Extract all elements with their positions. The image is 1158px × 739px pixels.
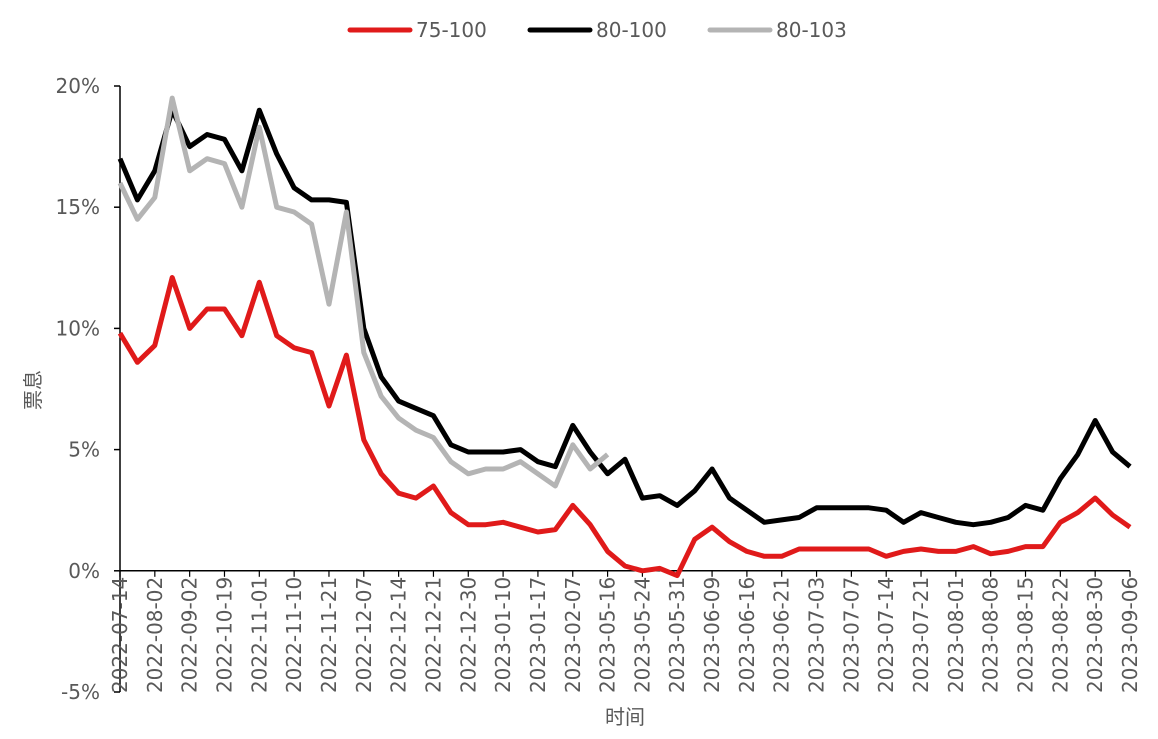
x-tick-label: 2023-06-16	[735, 577, 759, 693]
x-tick-label: 2022-11-10	[282, 577, 306, 693]
x-tick-label: 2022-12-07	[352, 577, 376, 693]
x-tick-label: 2023-08-01	[944, 577, 968, 693]
y-tick-label: -5%	[61, 680, 100, 704]
x-tick-label: 2023-07-14	[874, 577, 898, 693]
x-tick-label: 2023-05-16	[596, 577, 620, 693]
x-tick-label: 2022-12-14	[387, 577, 411, 693]
x-tick-label: 2023-08-15	[1014, 577, 1038, 693]
y-tick-label: 15%	[56, 195, 100, 219]
legend-label: 75-100	[416, 18, 487, 42]
x-tick-label: 2022-08-02	[143, 577, 167, 693]
x-tick-label: 2022-12-21	[421, 577, 445, 693]
x-tick-label: 2023-08-22	[1048, 577, 1072, 693]
x-tick-label: 2023-06-09	[700, 577, 724, 693]
x-tick-label: 2023-09-06	[1118, 577, 1142, 693]
x-tick-label: 2022-12-30	[456, 577, 480, 693]
x-tick-label: 2022-09-02	[178, 577, 202, 693]
x-tick-label: 2023-07-07	[839, 577, 863, 693]
x-tick-label: 2023-05-24	[630, 577, 654, 693]
y-tick-label: 5%	[68, 438, 100, 462]
y-tick-label: 20%	[56, 74, 100, 98]
x-tick-label: 2022-11-21	[317, 577, 341, 693]
x-tick-label: 2023-06-21	[770, 577, 794, 693]
x-tick-label: 2023-08-30	[1083, 577, 1107, 693]
series-line	[117, 95, 610, 489]
series-line	[117, 107, 1132, 528]
x-tick-label: 2023-08-08	[979, 577, 1003, 693]
y-axis-title: 票息	[21, 370, 45, 410]
x-tick-label: 2023-07-03	[805, 577, 829, 693]
x-tick-label: 2023-07-21	[909, 577, 933, 693]
x-tick-label: 2022-11-01	[247, 577, 271, 693]
y-tick-label: 10%	[56, 316, 100, 340]
x-axis-title: 时间	[605, 705, 645, 729]
y-tick-label: 0%	[68, 559, 100, 583]
x-tick-label: 2023-01-10	[491, 577, 515, 693]
x-tick-label: 2023-01-17	[526, 577, 550, 693]
legend-label: 80-100	[596, 18, 667, 42]
legend-label: 80-103	[776, 18, 847, 42]
x-tick-label: 2023-02-07	[561, 577, 585, 693]
series-line	[117, 275, 1132, 579]
x-tick-label: 2022-10-19	[212, 577, 236, 693]
x-tick-label: 2023-05-31	[665, 577, 689, 693]
x-tick-label: 2022-07-14	[108, 577, 132, 693]
